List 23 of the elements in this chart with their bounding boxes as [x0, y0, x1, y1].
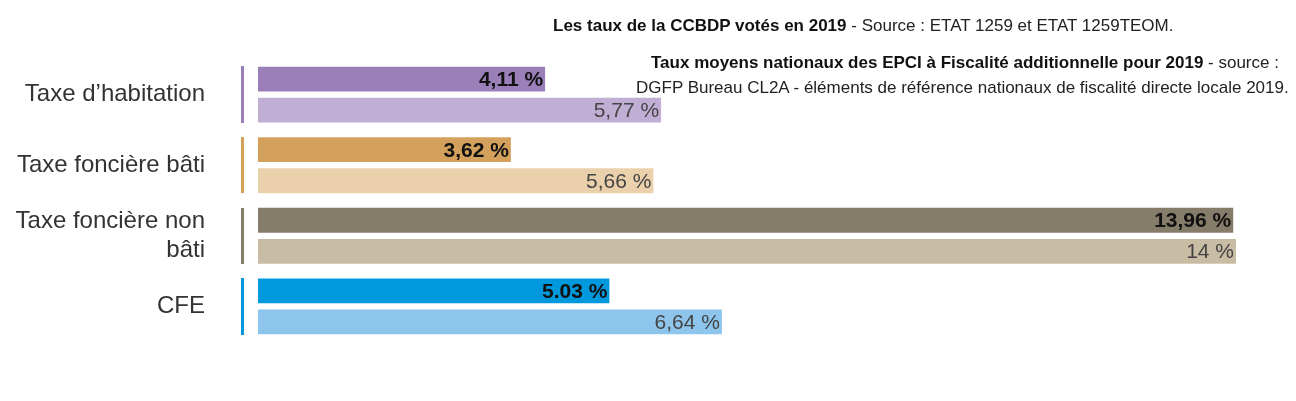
- data-label: 5.03 %: [541, 278, 608, 302]
- y-tick-label: Taxe foncière bâti: [16, 149, 205, 177]
- text: Les taux de la CCBDP votés en 2019: [553, 16, 847, 35]
- text: - Source : ETAT 1259 et ETAT 1259TEOM.: [851, 16, 1174, 35]
- annotation: Taux moyens nationaux des EPCI à Fiscalité additionnelle pour 2019: [651, 53, 1204, 72]
- bar: [258, 168, 654, 194]
- bar: [258, 207, 1234, 233]
- y-tick-label: Taxe d’habitation: [24, 79, 205, 107]
- data-label: 4,11 %: [478, 66, 544, 90]
- data-label: 5,66 %: [586, 168, 652, 192]
- data-label: 6,64 %: [654, 309, 720, 333]
- bar: [258, 278, 610, 304]
- bar: [258, 238, 1236, 264]
- data-label: 14 %: [1186, 239, 1234, 263]
- y-tick-label: CFE: [157, 290, 205, 318]
- bar: [258, 137, 511, 163]
- bar: [258, 66, 546, 92]
- bar: [258, 309, 722, 335]
- data-label: 3,62 %: [443, 137, 510, 161]
- bar: [258, 97, 662, 123]
- y-tick-label: Taxe foncière non bâti: [15, 206, 205, 262]
- data-label: 5,77 %: [593, 97, 660, 121]
- data-label: 13,96 %: [1154, 208, 1232, 232]
